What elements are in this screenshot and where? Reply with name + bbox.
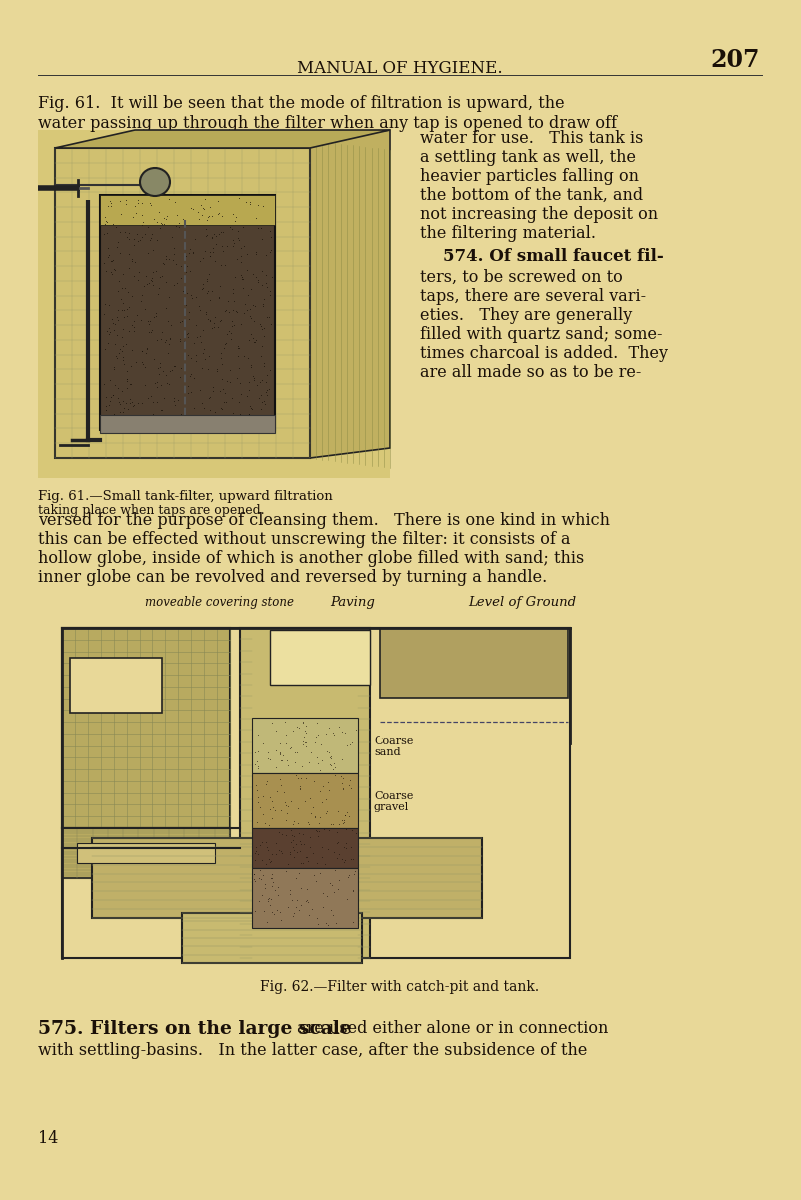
Text: hollow globe, inside of which is another globe filled with sand; this: hollow globe, inside of which is another… [38,550,584,566]
Text: 207: 207 [710,48,759,72]
Text: moveable covering stone: moveable covering stone [145,596,294,608]
Text: Coarse: Coarse [374,791,413,802]
Bar [252,828,358,868]
Polygon shape [310,130,390,458]
Text: Level of water: Level of water [388,704,473,716]
Text: water passing up through the filter when any tap is opened to draw off: water passing up through the filter when… [38,115,617,132]
Text: gravel: gravel [374,802,409,812]
Bar [92,838,482,918]
Text: are used either alone or in connection: are used either alone or in connection [292,1020,609,1037]
Text: MANUAL OF HYGIENE.: MANUAL OF HYGIENE. [297,60,503,77]
Text: Level of Ground: Level of Ground [468,596,576,608]
Text: taps, there are several vari-: taps, there are several vari- [420,288,646,305]
Bar [62,828,230,878]
Text: versed for the purpose of cleansing them.   There is one kind in which: versed for the purpose of cleansing them… [38,512,610,529]
Bar [77,842,215,863]
Bar [182,913,362,962]
Text: Coarse: Coarse [374,736,413,746]
Text: ters, to be screwed on to: ters, to be screwed on to [420,269,622,286]
Bar [380,700,568,738]
Text: Catchpit: Catchpit [74,660,128,673]
Text: a settling tank as well, the: a settling tank as well, the [420,149,636,166]
Text: Fig. 62.—Filter with catch-pit and tank.: Fig. 62.—Filter with catch-pit and tank. [260,980,540,994]
Text: 14: 14 [38,1130,58,1147]
Text: eties.   They are generally: eties. They are generally [420,307,632,324]
Bar [252,868,358,928]
Ellipse shape [140,168,170,196]
Text: Fig. 61.—Small tank-filter, upward filtration: Fig. 61.—Small tank-filter, upward filtr… [38,490,332,503]
Bar [270,630,370,685]
Text: Coarse: Coarse [374,888,413,899]
Text: Carbon: Carbon [374,844,416,854]
Bar [62,628,570,958]
Text: Paving: Paving [330,596,375,608]
Text: taking place when taps are opened.: taking place when taps are opened. [38,504,264,517]
Bar [252,718,358,773]
Bar [55,148,310,458]
Bar [62,628,230,828]
Text: filled with quartz sand; some-: filled with quartz sand; some- [420,326,662,343]
Text: are all made so as to be re-: are all made so as to be re- [420,364,642,382]
Text: gravel: gravel [374,900,409,910]
Bar [252,773,358,828]
Text: Arch: Arch [426,666,454,679]
Bar [100,194,275,226]
Bar [100,415,275,433]
Text: this can be effected without unscrewing the filter: it consists of a: this can be effected without unscrewing … [38,530,570,548]
Text: Fig. 61.  It will be seen that the mode of filtration is upward, the: Fig. 61. It will be seen that the mode o… [38,95,565,112]
Text: times charcoal is added.  They: times charcoal is added. They [420,346,668,362]
Text: not increasing the deposit on: not increasing the deposit on [420,206,658,223]
Text: the bottom of the tank, and: the bottom of the tank, and [420,187,643,204]
Text: with settling-basins.   In the latter case, after the subsidence of the: with settling-basins. In the latter case… [38,1042,587,1058]
Text: 574. Of small faucet fil-: 574. Of small faucet fil- [420,248,664,265]
Text: water for use.   This tank is: water for use. This tank is [420,130,643,146]
Polygon shape [55,130,390,148]
Bar [100,194,275,430]
Text: heavier particles falling on: heavier particles falling on [420,168,639,185]
Text: sand: sand [374,746,400,757]
Bar [240,628,370,958]
Text: 575. Filters on the large scale: 575. Filters on the large scale [38,1020,352,1038]
Bar [38,130,390,478]
Text: the filtering material.: the filtering material. [420,226,596,242]
Bar [380,628,568,698]
Bar [70,658,163,713]
Text: inner globe can be revolved and reversed by turning a handle.: inner globe can be revolved and reversed… [38,569,547,586]
